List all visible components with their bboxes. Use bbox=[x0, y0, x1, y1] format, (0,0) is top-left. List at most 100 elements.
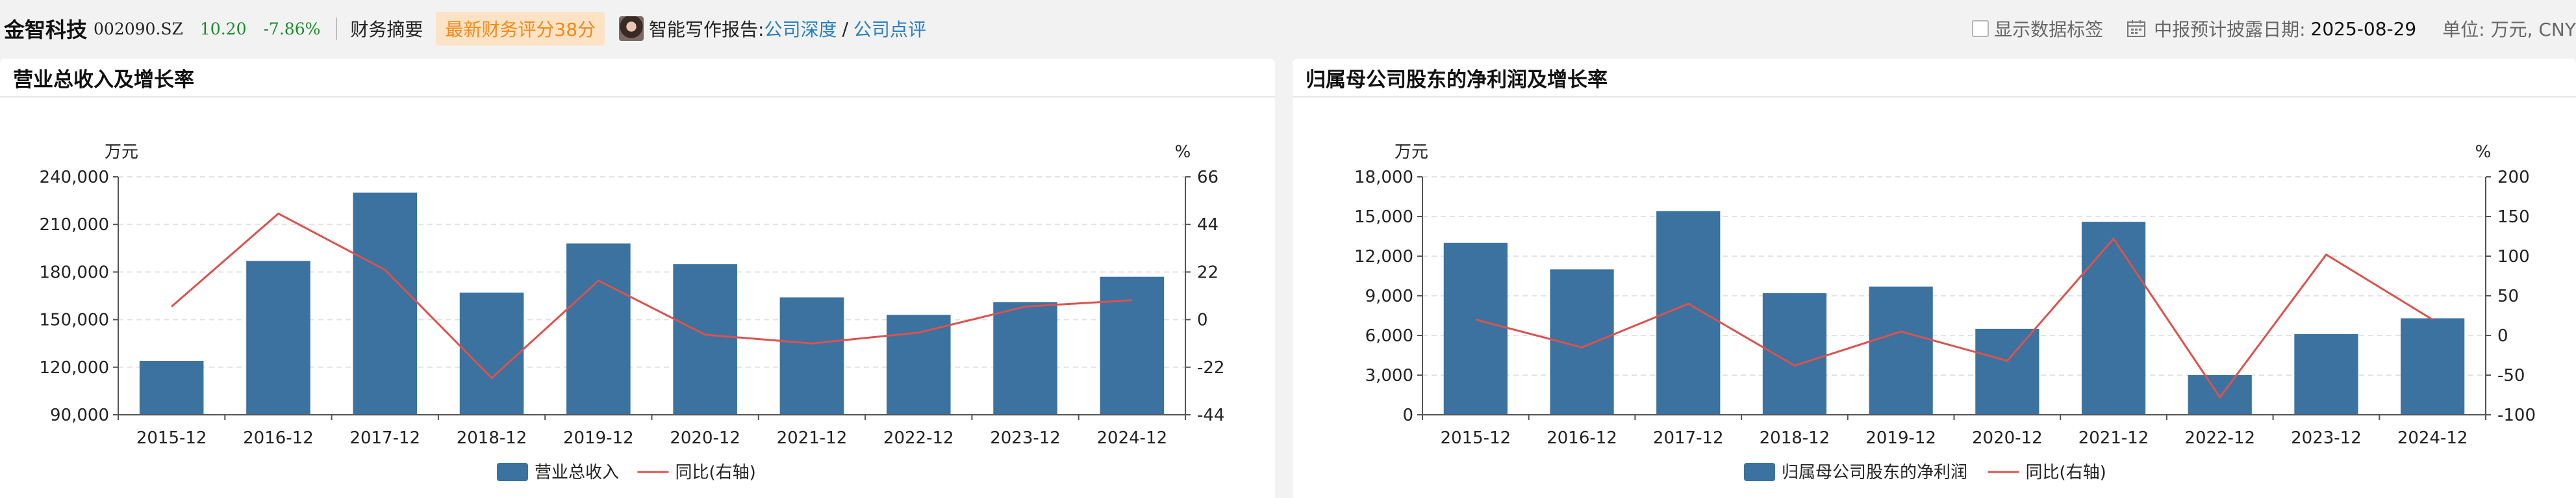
legend-bar-swatch bbox=[497, 463, 528, 481]
calendar-icon bbox=[2127, 20, 2146, 37]
x-tick-label: 2022-12 bbox=[2184, 428, 2255, 448]
top-bar: 金智科技 002090.SZ 10.20 -7.86% 财务摘要 最新财务评分3… bbox=[0, 0, 2576, 57]
y-left-tick-label: 90,000 bbox=[50, 406, 109, 425]
x-tick-label: 2016-12 bbox=[1547, 428, 1617, 448]
y-left-tick-label: 12,000 bbox=[1354, 247, 1413, 267]
x-tick-label: 2021-12 bbox=[2078, 428, 2149, 448]
legend-line-label: 同比(右轴) bbox=[2026, 463, 2106, 482]
y-left-tick-label: 210,000 bbox=[39, 215, 109, 235]
y-left-tick-label: 150,000 bbox=[39, 311, 109, 330]
x-tick-label: 2016-12 bbox=[243, 428, 314, 448]
ai-report-label: 智能写作报告: bbox=[649, 19, 764, 40]
bar bbox=[1869, 286, 1933, 415]
y-left-tick-label: 0 bbox=[1402, 406, 1413, 425]
y-left-tick-label: 18,000 bbox=[1354, 168, 1413, 187]
financial-summary-tab[interactable]: 财务摘要 bbox=[350, 19, 423, 40]
y-left-unit: 万元 bbox=[105, 142, 138, 162]
x-tick-label: 2017-12 bbox=[349, 428, 420, 448]
growth-line bbox=[171, 212, 1132, 380]
x-tick-label: 2015-12 bbox=[136, 428, 207, 448]
unit-label: 单位: 万元, CNY bbox=[2442, 19, 2576, 40]
growth-line bbox=[1475, 237, 2433, 399]
y-right-tick-label: 44 bbox=[1197, 215, 1219, 235]
revenue-chart-panel: 90,000 120,000 150,000 180,000 210,000 240,00… bbox=[0, 59, 1275, 498]
x-tick-label: 2023-12 bbox=[990, 428, 1061, 448]
x-tick-label: 2020-12 bbox=[670, 428, 740, 448]
x-tick-label: 2020-12 bbox=[1972, 428, 2043, 448]
bar bbox=[2188, 375, 2252, 415]
bar bbox=[2401, 318, 2465, 415]
y-left-tick-label: 240,000 bbox=[39, 168, 109, 187]
net-profit-chart-title: 归属母公司股东的净利润及增长率 bbox=[1306, 68, 1608, 92]
y-right-tick-label: 0 bbox=[2497, 326, 2508, 346]
bar bbox=[1762, 293, 1827, 415]
link-separator: / bbox=[842, 18, 848, 40]
x-tick-label: 2019-12 bbox=[1865, 428, 1936, 448]
show-data-labels-checkbox[interactable] bbox=[1972, 20, 1989, 37]
stock-price: 10.20 bbox=[199, 19, 247, 38]
y-right-unit: % bbox=[2475, 142, 2492, 162]
x-tick-label: 2018-12 bbox=[1760, 428, 1830, 448]
net-profit-chart: 0 3,000 6,000 9,000 12,000 15,000 18,000 -100 -5… bbox=[1354, 142, 2536, 482]
y-left-tick-label: 120,000 bbox=[39, 358, 109, 378]
y-right-tick-label: 150 bbox=[2497, 207, 2530, 227]
bar bbox=[1975, 328, 2039, 415]
y-right-tick-label: 50 bbox=[2497, 287, 2519, 306]
company-deep-report-link[interactable]: 公司深度 bbox=[764, 19, 837, 40]
y-right-tick-label: 200 bbox=[2497, 168, 2530, 187]
y-right-tick-label: -44 bbox=[1197, 406, 1224, 425]
bar bbox=[779, 297, 844, 415]
y-left-unit: 万元 bbox=[1395, 142, 1428, 162]
bar bbox=[673, 264, 737, 415]
y-left-tick-label: 3,000 bbox=[1365, 366, 1413, 386]
ai-writer-avatar bbox=[619, 16, 644, 41]
bar bbox=[459, 293, 524, 415]
panel-header: 营业总收入及增长率 bbox=[0, 59, 1275, 98]
bar bbox=[1100, 276, 1165, 415]
net-profit-chart-panel: 0 3,000 6,000 9,000 12,000 15,000 18,000 -100 -5… bbox=[1293, 59, 2576, 498]
y-left-tick-label: 180,000 bbox=[39, 263, 109, 282]
y-left-tick-label: 6,000 bbox=[1365, 326, 1413, 346]
y-right-tick-label: -100 bbox=[2497, 406, 2536, 425]
y-right-tick-label: -22 bbox=[1197, 358, 1224, 378]
bar bbox=[566, 243, 631, 415]
bar bbox=[353, 192, 418, 415]
bar bbox=[1443, 242, 1508, 415]
top-right-controls: 显示数据标签 中报预计披露日期: 2025-08-29 单位: 万元, CNY bbox=[1972, 0, 2576, 57]
y-left-tick-label: 15,000 bbox=[1354, 207, 1413, 227]
x-tick-label: 2017-12 bbox=[1653, 428, 1724, 448]
bar bbox=[886, 315, 951, 415]
bar bbox=[993, 302, 1057, 415]
revenue-chart: 90,000 120,000 150,000 180,000 210,000 240,00… bbox=[39, 142, 1224, 482]
company-review-report-link[interactable]: 公司点评 bbox=[853, 19, 926, 40]
legend-bar-label: 归属母公司股东的净利润 bbox=[1782, 463, 1967, 482]
show-data-labels-label[interactable]: 显示数据标签 bbox=[1994, 19, 2104, 40]
bar bbox=[246, 261, 310, 415]
divider bbox=[336, 18, 338, 40]
financial-score-badge[interactable]: 最新财务评分38分 bbox=[436, 12, 605, 46]
y-right-unit: % bbox=[1175, 142, 1191, 162]
revenue-chart-title: 营业总收入及增长率 bbox=[13, 68, 194, 92]
x-tick-label: 2024-12 bbox=[2397, 428, 2468, 448]
legend-bar-swatch bbox=[1744, 463, 1775, 481]
disclosure-date-label: 中报预计披露日期: bbox=[2154, 19, 2306, 40]
legend-line-label: 同比(右轴) bbox=[676, 463, 756, 482]
legend-bar-label: 营业总收入 bbox=[535, 463, 619, 482]
x-tick-label: 2022-12 bbox=[883, 428, 954, 448]
y-right-tick-label: 100 bbox=[2497, 247, 2530, 267]
y-right-tick-label: 22 bbox=[1197, 263, 1219, 282]
x-tick-label: 2015-12 bbox=[1441, 428, 1511, 448]
stock-name: 金智科技 bbox=[4, 18, 88, 42]
x-tick-label: 2024-12 bbox=[1097, 428, 1168, 448]
price-change: -7.86% bbox=[263, 19, 321, 38]
x-tick-label: 2018-12 bbox=[457, 428, 527, 448]
stock-code: 002090.SZ bbox=[94, 19, 183, 38]
x-tick-label: 2023-12 bbox=[2291, 428, 2362, 448]
y-right-tick-label: 0 bbox=[1197, 311, 1208, 330]
y-right-tick-label: -50 bbox=[2497, 366, 2525, 386]
x-tick-label: 2019-12 bbox=[563, 428, 634, 448]
bar bbox=[2294, 334, 2358, 415]
disclosure-date-value: 2025-08-29 bbox=[2310, 18, 2417, 40]
bar bbox=[2081, 222, 2146, 415]
bar bbox=[139, 361, 204, 415]
